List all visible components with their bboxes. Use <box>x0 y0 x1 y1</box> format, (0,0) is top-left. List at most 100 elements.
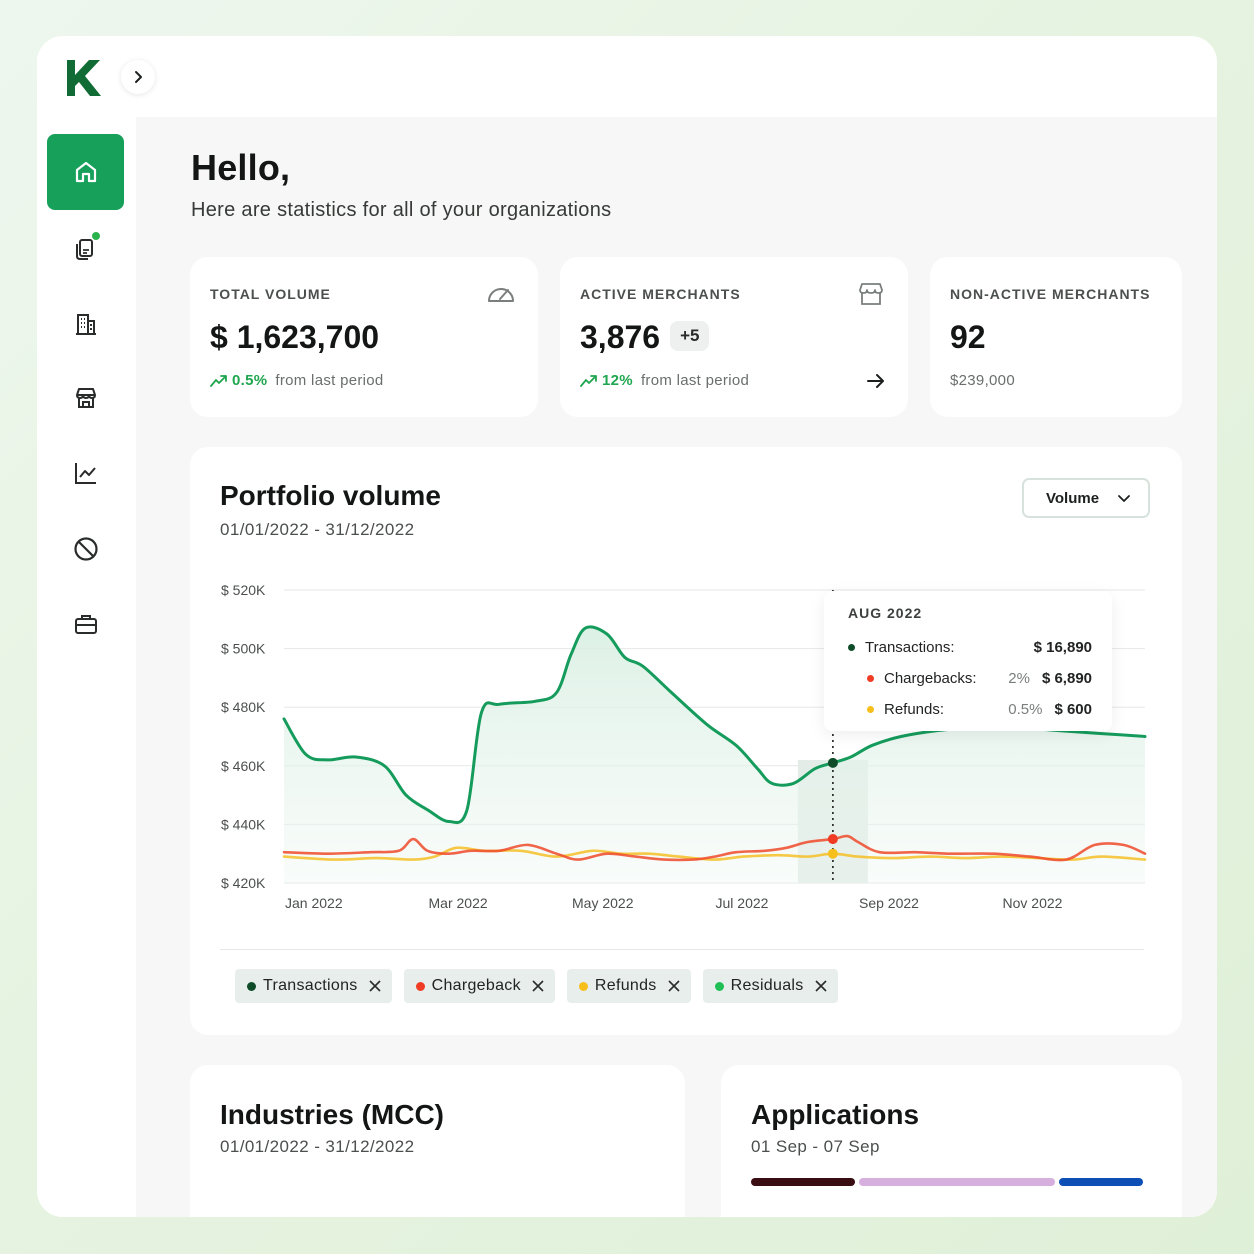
date-range: 01/01/2022 - 31/12/2022 <box>220 1137 415 1156</box>
briefcase-icon <box>74 615 97 634</box>
series-line-transactions <box>282 625 1147 825</box>
y-tick-label: $ 420K <box>221 875 266 891</box>
tooltip-label: Transactions: <box>865 639 955 656</box>
chip-label: Chargeback <box>431 977 521 994</box>
close-icon[interactable] <box>368 979 382 993</box>
tooltip-percent: 0.5% <box>1008 701 1043 718</box>
date-range: 01 Sep - 07 Sep <box>751 1137 880 1156</box>
change-percent: 12% <box>602 372 633 389</box>
stat-label: TOTAL VOLUME <box>210 286 331 302</box>
y-tick-label: $ 520K <box>221 582 266 598</box>
tooltip-title: AUG 2022 <box>848 605 923 621</box>
y-tick-label: $ 460K <box>221 758 266 774</box>
tooltip-row-chargebacks: Chargebacks: 2% $ 6,890 <box>867 670 1092 687</box>
chip-chargeback[interactable]: Chargeback <box>403 969 555 1003</box>
close-icon[interactable] <box>814 979 828 993</box>
legend-dot <box>848 644 855 651</box>
active-merchants-count: 3,876 <box>580 319 661 355</box>
industries-card: Industries (MCC) 01/01/2022 - 31/12/2022 <box>190 1065 685 1217</box>
section-title: Portfolio volume <box>220 480 441 511</box>
date-range: 01/01/2022 - 31/12/2022 <box>220 520 415 539</box>
series-filter-chips: Transactions Chargeback Refunds Residual… <box>235 969 838 1003</box>
applications-bar-segment <box>751 1178 855 1186</box>
chip-residuals[interactable]: Residuals <box>702 969 838 1003</box>
notification-dot <box>91 231 101 241</box>
highlight-point-chargeback <box>827 834 838 845</box>
portfolio-line-chart[interactable]: $ 420K $ 440K $ 460K $ 480K $ 500K $ 520K Jan… <box>190 447 1182 947</box>
new-merchants-badge: +5 <box>670 320 710 351</box>
tooltip-label: Chargebacks: <box>884 670 977 687</box>
stat-change: 0.5% from last period <box>210 372 384 389</box>
stat-value: 92 <box>950 319 986 355</box>
stat-label: ACTIVE MERCHANTS <box>580 286 741 302</box>
sidebar <box>37 36 155 1217</box>
x-tick-label: Sep 2022 <box>859 895 919 911</box>
chevron-right-icon <box>135 71 142 83</box>
chip-transactions[interactable]: Transactions <box>235 969 392 1003</box>
nav-item-merchants[interactable] <box>47 360 124 436</box>
block-icon <box>73 537 98 561</box>
portfolio-volume-card: Portfolio volume 01/01/2022 - 31/12/2022… <box>190 447 1182 1035</box>
legend-dot <box>578 981 588 991</box>
tooltip-label: Refunds: <box>884 701 945 718</box>
stat-value: $ 1,623,700 <box>210 319 380 355</box>
legend-dot <box>247 981 256 991</box>
nav-item-organizations[interactable] <box>47 286 124 362</box>
metric-select[interactable]: Volume <box>1022 478 1150 518</box>
non-active-merchants-card: NON-ACTIVE MERCHANTS 92 $239,000 <box>930 257 1182 417</box>
tooltip-row-refunds: Refunds: 0.5% $ 600 <box>867 701 1092 718</box>
active-merchants-card: ACTIVE MERCHANTS 3,876 +5 12% from last p… <box>560 257 908 417</box>
tooltip-percent: 2% <box>1008 670 1030 687</box>
chip-label: Transactions <box>263 977 358 994</box>
chevron-down-icon <box>1118 495 1130 502</box>
transactions-area <box>284 626 1145 883</box>
trend-up-icon <box>210 374 227 387</box>
building-icon <box>75 314 96 335</box>
nav-item-analytics[interactable] <box>47 435 124 511</box>
nav-item-documents[interactable] <box>47 210 124 286</box>
total-volume-card: TOTAL VOLUME $ 1,623,700 0.5% from last … <box>190 257 538 417</box>
change-text: from last period <box>640 372 750 389</box>
home-icon <box>75 161 96 183</box>
page-title: Hello, <box>191 147 291 188</box>
brand-logo[interactable] <box>64 58 104 98</box>
stat-value: 3,876 +5 <box>580 319 710 356</box>
tooltip-row-transactions: Transactions: $ 16,890 <box>848 639 1092 656</box>
app-window: Hello, Here are statistics for all of yo… <box>37 36 1217 1217</box>
section-title: Industries (MCC) <box>220 1099 444 1130</box>
chip-refunds[interactable]: Refunds <box>566 969 691 1003</box>
speedometer-icon <box>488 288 514 302</box>
tooltip-value: $ 600 <box>1054 701 1092 718</box>
change-text: from last period <box>275 372 384 389</box>
y-tick-label: $ 500K <box>221 641 266 657</box>
x-tick-label: Nov 2022 <box>1003 895 1063 911</box>
close-icon[interactable] <box>531 979 545 993</box>
divider <box>220 949 1144 950</box>
x-tick-label: Mar 2022 <box>429 895 488 911</box>
chip-label: Residuals <box>730 977 804 994</box>
stat-change: 12% from last period <box>580 372 749 389</box>
greeting: Hello, Here are statistics for all of yo… <box>191 147 611 222</box>
applications-bar-segment <box>1058 1178 1143 1186</box>
nav-item-home[interactable] <box>47 134 124 210</box>
x-tick-label: Jan 2022 <box>285 895 343 911</box>
trend-up-icon <box>580 374 597 387</box>
section-title: Applications <box>751 1099 920 1130</box>
tooltip-value: $ 16,890 <box>1033 639 1092 656</box>
stat-amount: $239,000 <box>950 372 1015 389</box>
applications-card: Applications 01 Sep - 07 Sep <box>721 1065 1182 1217</box>
y-tick-label: $ 440K <box>221 816 266 832</box>
applications-bar-segment <box>858 1178 1055 1186</box>
nav-item-blocked[interactable] <box>47 511 124 587</box>
close-icon[interactable] <box>667 979 681 993</box>
document-icon <box>75 239 93 260</box>
highlight-point-refunds <box>827 848 838 859</box>
main-content: Hello, Here are statistics for all of yo… <box>136 117 1217 1217</box>
store-icon <box>859 283 883 305</box>
nav-item-portfolio[interactable] <box>47 586 124 662</box>
arrow-right-icon[interactable] <box>864 369 888 393</box>
expand-sidebar-button[interactable] <box>121 60 155 94</box>
chip-label: Refunds <box>594 977 657 994</box>
x-tick-label: May 2022 <box>572 895 634 911</box>
line-chart-icon <box>74 463 96 484</box>
